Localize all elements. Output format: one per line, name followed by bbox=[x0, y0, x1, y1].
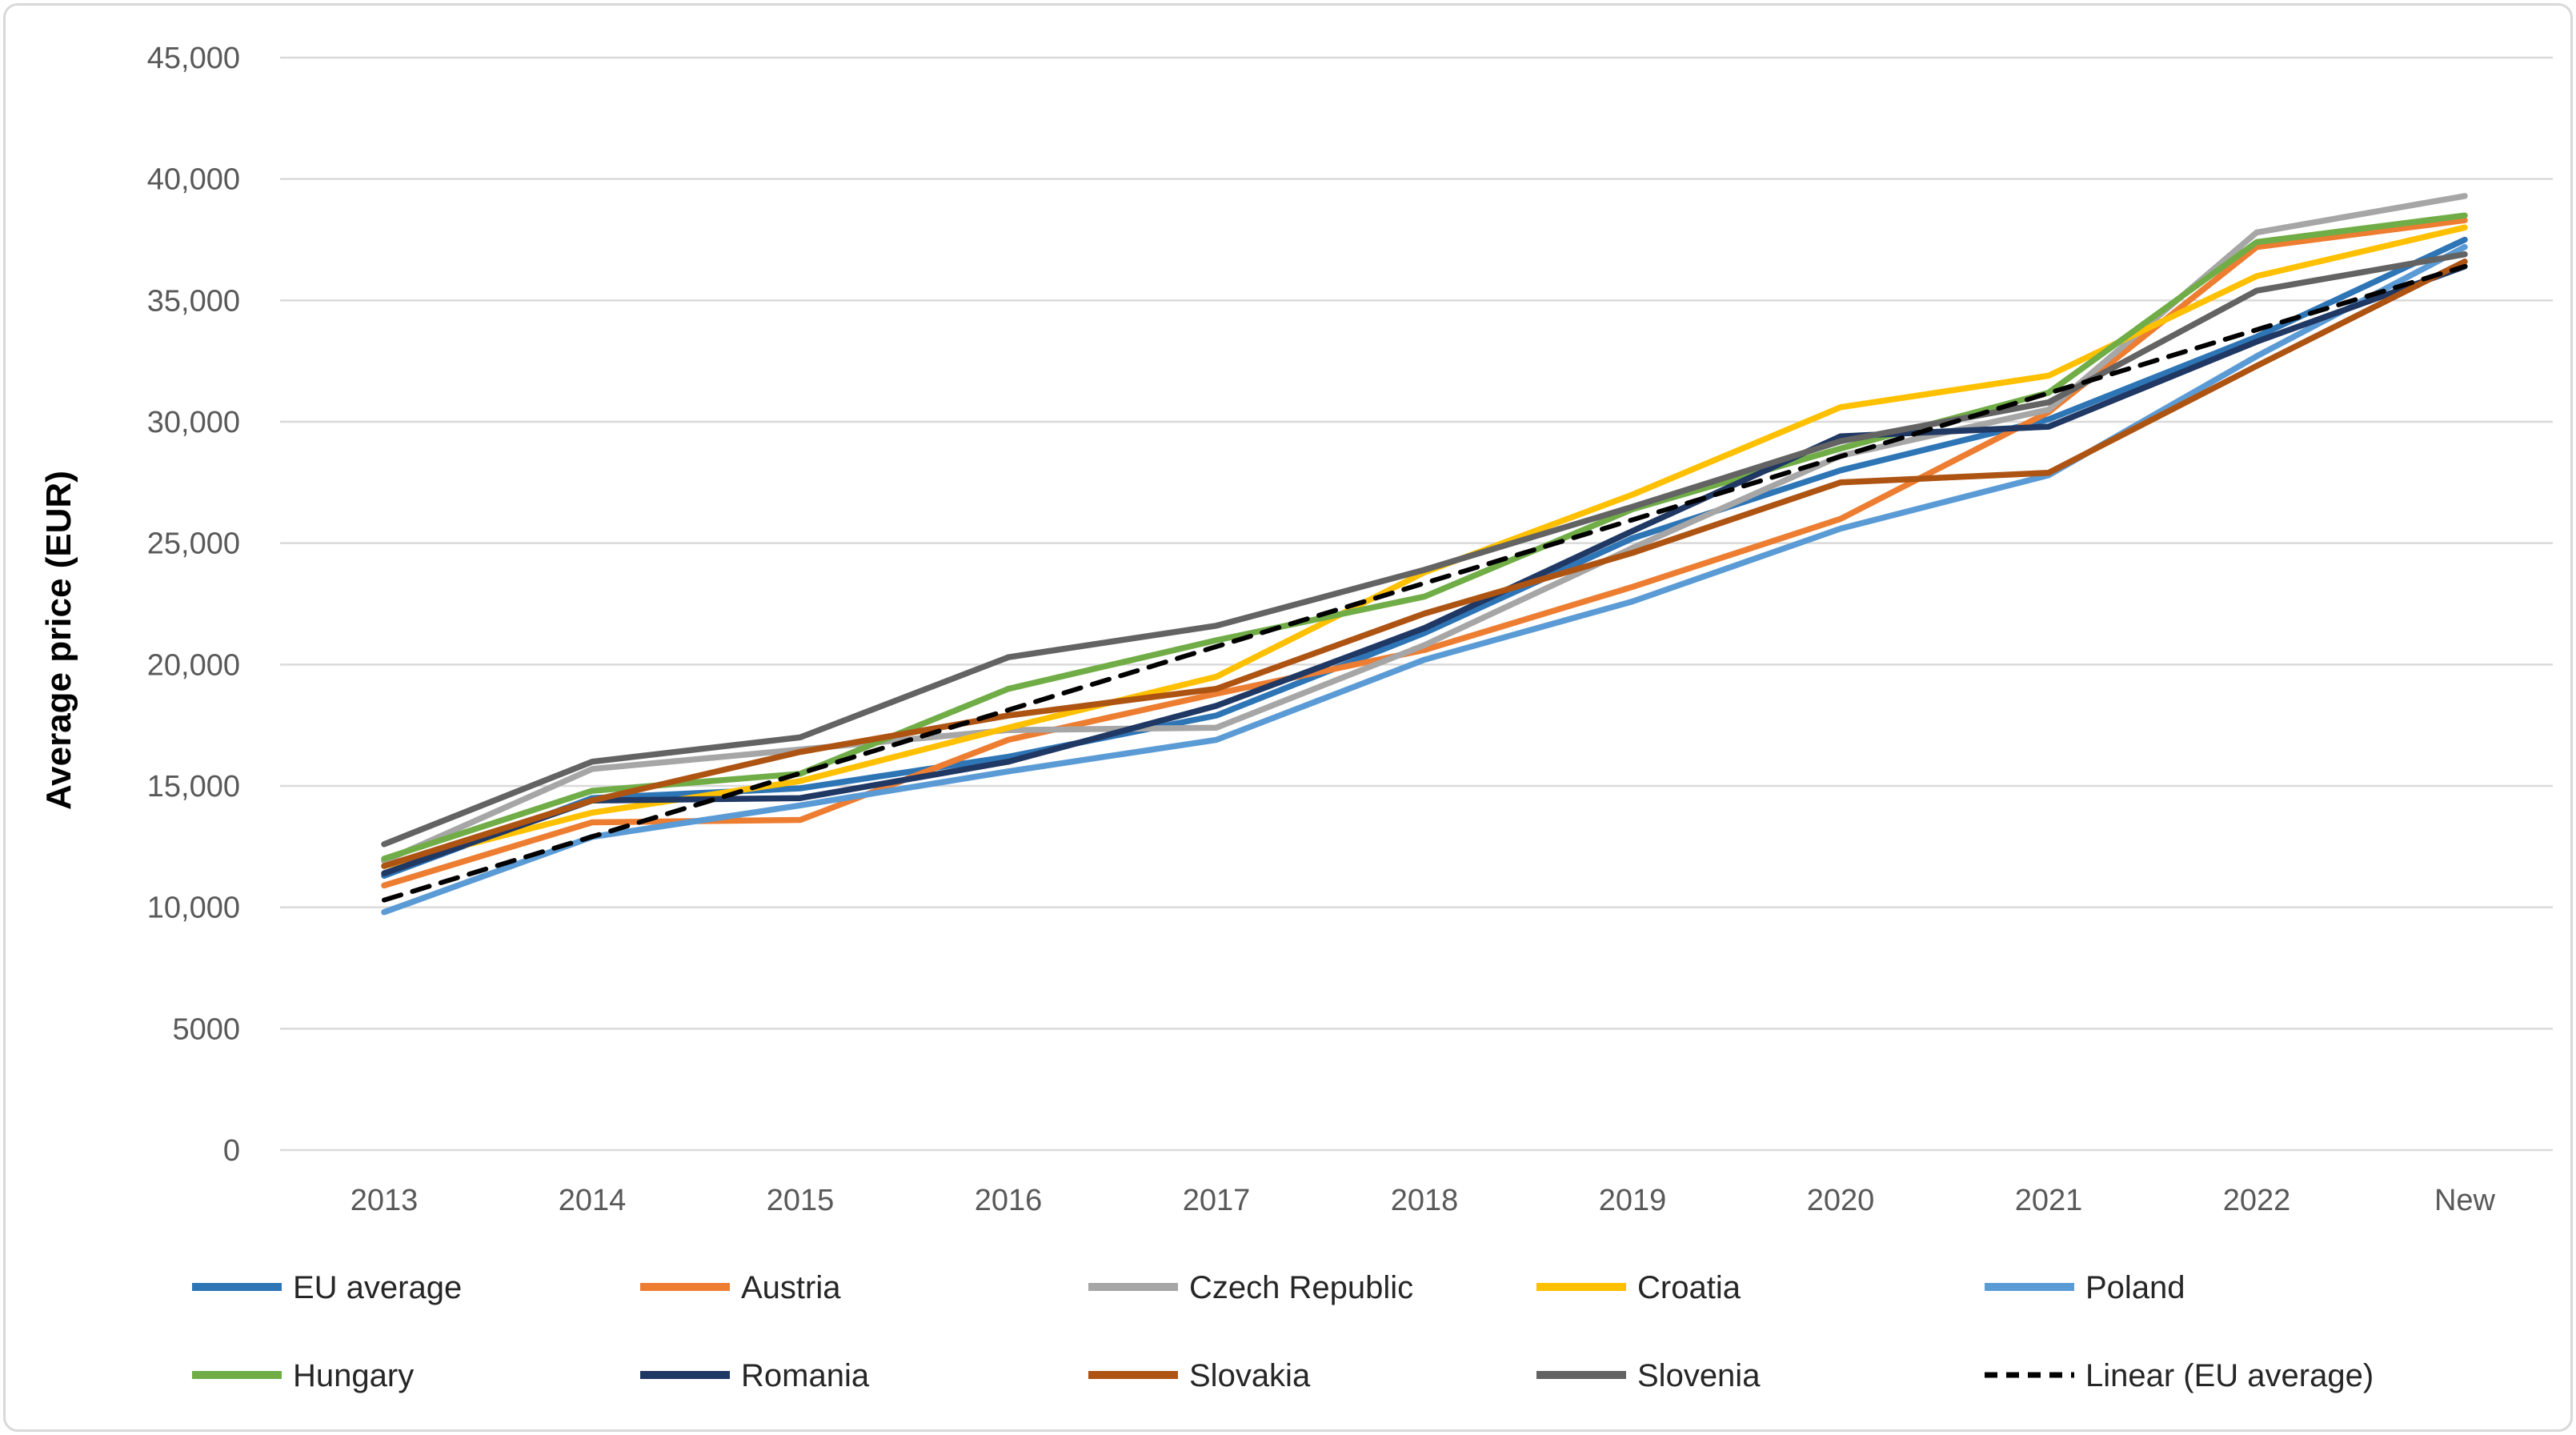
y-tick-label: 40,000 bbox=[147, 163, 240, 197]
y-tick-label: 45,000 bbox=[147, 42, 240, 75]
x-tick-label: New bbox=[2434, 1184, 2496, 1217]
series-line-croatia bbox=[381, 224, 2468, 869]
y-tick-label: 20,000 bbox=[147, 648, 240, 682]
x-axis-tick-labels: 2013 2014 2015 2016 2017 2018 2019 2020 2021 2022… bbox=[351, 1184, 2496, 1217]
x-tick-label: 2022 bbox=[2223, 1184, 2291, 1217]
x-tick-label: 2019 bbox=[1599, 1184, 1667, 1217]
x-tick-label: 2014 bbox=[559, 1184, 627, 1217]
x-tick-label: 2016 bbox=[975, 1184, 1043, 1217]
legend-label-poland: Poland bbox=[2085, 1270, 2185, 1305]
legend-label-czech-republic: Czech Republic bbox=[1189, 1270, 1413, 1305]
legend-label-hungary: Hungary bbox=[293, 1358, 414, 1393]
legend-label-linear-eu-average: Linear (EU average) bbox=[2085, 1358, 2374, 1393]
x-tick-label: 2017 bbox=[1183, 1184, 1251, 1217]
y-axis-title: Average price (EUR) bbox=[39, 471, 78, 810]
series-line-romania bbox=[381, 263, 2468, 876]
series-line-linear-eu-average bbox=[382, 263, 2467, 903]
gridlines bbox=[280, 56, 2553, 1152]
legend: EU average Austria Czech Republic Croatia Po… bbox=[192, 1270, 2374, 1393]
y-tick-label: 30,000 bbox=[147, 406, 240, 439]
y-tick-label: 35,000 bbox=[147, 284, 240, 318]
x-tick-label: 2013 bbox=[351, 1184, 419, 1217]
x-tick-label: 2015 bbox=[767, 1184, 835, 1217]
x-tick-label: 2020 bbox=[1807, 1184, 1875, 1217]
y-tick-label: 0 bbox=[223, 1134, 240, 1168]
x-tick-label: 2021 bbox=[2015, 1184, 2083, 1217]
series-line-austria bbox=[381, 217, 2468, 889]
legend-label-slovakia: Slovakia bbox=[1189, 1358, 1311, 1393]
series-line-slovenia bbox=[381, 251, 2468, 848]
series-line-hungary bbox=[381, 212, 2468, 862]
legend-label-romania: Romania bbox=[741, 1358, 870, 1393]
chart-border-frame bbox=[3, 3, 2573, 1432]
y-tick-label: 15,000 bbox=[147, 770, 240, 804]
x-tick-label: 2018 bbox=[1391, 1184, 1459, 1217]
y-tick-label: 25,000 bbox=[147, 527, 240, 561]
y-tick-label: 5000 bbox=[172, 1012, 240, 1046]
y-axis-tick-labels: 0 5000 10,000 15,000 20,000 25,000 30,000 35,00… bbox=[147, 42, 240, 1168]
series-line-czech-republic bbox=[381, 193, 2468, 864]
legend-label-eu-average: EU average bbox=[293, 1270, 462, 1305]
series-line-slovakia bbox=[381, 259, 2468, 869]
series-lines bbox=[381, 193, 2468, 916]
legend-label-croatia: Croatia bbox=[1637, 1270, 1741, 1305]
legend-label-slovenia: Slovenia bbox=[1637, 1358, 1761, 1393]
y-tick-label: 10,000 bbox=[147, 892, 240, 925]
legend-label-austria: Austria bbox=[741, 1270, 841, 1305]
